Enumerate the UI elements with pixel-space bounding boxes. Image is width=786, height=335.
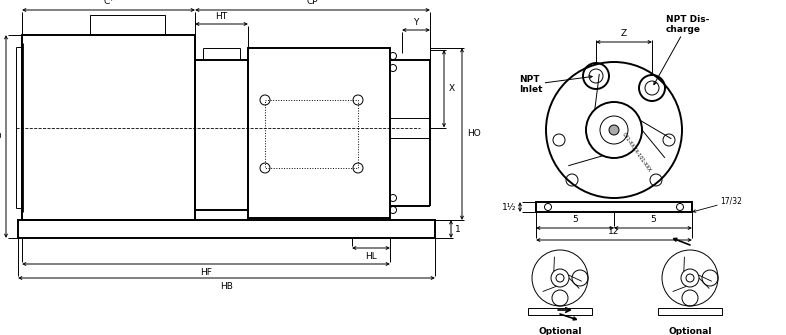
Text: C*: C*: [103, 0, 114, 6]
Text: NPT
Inlet: NPT Inlet: [519, 75, 592, 94]
Text: HL: HL: [365, 252, 376, 261]
Text: HD: HD: [0, 132, 2, 141]
Text: HT: HT: [215, 12, 228, 21]
Text: HB: HB: [220, 282, 233, 291]
Text: 1¹⁄₂: 1¹⁄₂: [501, 202, 516, 211]
Text: Y: Y: [413, 18, 419, 27]
Text: HO: HO: [467, 130, 481, 138]
Text: HF: HF: [200, 268, 212, 277]
Text: NPT Dis-
charge: NPT Dis- charge: [654, 15, 710, 85]
Text: 12: 12: [608, 227, 619, 236]
Circle shape: [609, 125, 619, 135]
Text: C41-XXXX-101-XXX: C41-XXXX-101-XXX: [620, 131, 652, 173]
Text: 1: 1: [455, 224, 461, 233]
Text: 17/32: 17/32: [693, 197, 742, 212]
Text: CP: CP: [307, 0, 318, 6]
Text: Optional
90° Position: Optional 90° Position: [529, 327, 591, 335]
Text: Z: Z: [621, 29, 627, 38]
Text: X: X: [449, 84, 455, 93]
Text: 5: 5: [650, 215, 656, 224]
Text: Optional
270° Position: Optional 270° Position: [656, 327, 724, 335]
Text: 5: 5: [572, 215, 578, 224]
